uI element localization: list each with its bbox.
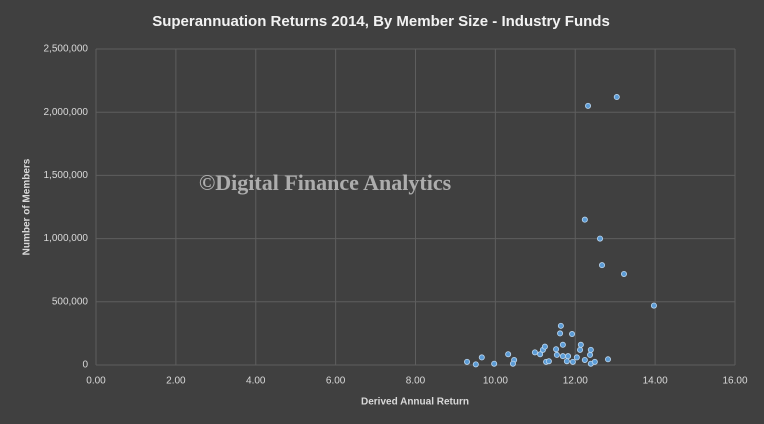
point [587,346,594,353]
point [577,346,584,353]
point [509,360,516,367]
x-tick-label: 6.00 [326,376,346,387]
y-tick-label: 0 [82,360,88,371]
y-tick-label: 2,500,000 [44,44,89,55]
point [573,354,580,361]
point [472,361,479,368]
x-tick-label: 10.00 [483,376,508,387]
point [620,270,627,277]
y-tick-label: 1,000,000 [44,233,89,244]
x-tick-label: 12.00 [563,376,588,387]
point [581,216,588,223]
points [464,94,657,368]
point [597,235,604,242]
point [553,346,560,353]
point [599,262,606,269]
point [577,341,584,348]
point [565,353,572,360]
point [559,353,566,360]
x-tick-label: 2.00 [166,376,186,387]
y-tick-label: 500,000 [52,296,89,307]
grid [95,48,736,366]
point [604,356,611,363]
y-axis-label: Number of Members [22,158,33,255]
x-tick-label: 0.00 [86,376,106,387]
x-tick-label: 14.00 [643,376,668,387]
point [591,358,598,365]
point [541,343,548,350]
watermark: ©Digital Finance Analytics [199,170,452,195]
point [563,358,570,365]
point [569,331,576,338]
y-tick-label: 2,000,000 [44,107,89,118]
x-axis-label: Derived Annual Return [361,397,469,408]
point [491,360,498,367]
chart-title: Superannuation Returns 2014, By Member S… [152,13,610,30]
x-tick-label: 16.00 [722,376,747,387]
point [545,358,552,365]
y-tick-label: 1,500,000 [44,170,89,181]
point [587,351,594,358]
x-tick-label: 4.00 [246,376,266,387]
point [478,354,485,361]
point [505,351,512,358]
point [557,322,564,329]
point [559,341,566,348]
point [569,358,576,365]
point [537,351,544,358]
x-tick-label: 8.00 [406,376,426,387]
point [557,330,564,337]
point [531,349,538,356]
point [585,102,592,109]
point [581,356,588,363]
point [613,94,620,101]
point [553,351,560,358]
point [464,358,471,365]
point [650,302,657,309]
